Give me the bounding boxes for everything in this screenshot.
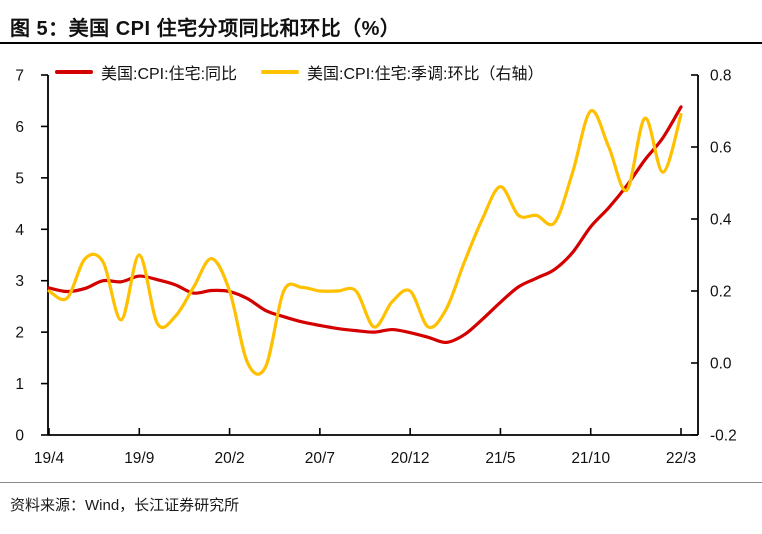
- x-tick-label: 19/4: [34, 450, 65, 467]
- y-right-tick-label: 0.0: [710, 356, 732, 373]
- x-tick-label: 20/2: [214, 450, 244, 467]
- y-left-tick-label: 6: [15, 119, 24, 136]
- title-divider: [0, 42, 762, 44]
- y-right-tick-label: 0.4: [710, 212, 732, 229]
- y-right-tick-label: 0.6: [710, 140, 732, 157]
- y-left-tick-label: 4: [15, 222, 24, 239]
- x-tick-label: 19/9: [124, 450, 154, 467]
- series-line-yoy: [47, 105, 683, 345]
- series-line-mom: [47, 109, 683, 376]
- source-note: 资料来源：Wind，长江证券研究所: [10, 497, 240, 514]
- y-right-tick-label: -0.2: [710, 428, 737, 445]
- y-right-tick-label: 0.8: [710, 68, 732, 85]
- x-tick-label: 20/7: [305, 450, 335, 467]
- footer-divider: [0, 482, 762, 483]
- x-tick-label: 20/12: [391, 450, 430, 467]
- legend-swatch-mom-line: [261, 70, 300, 74]
- x-tick-label: 22/3: [666, 450, 696, 467]
- legend-label-yoy: 美国:CPI:住宅:同比: [101, 66, 238, 83]
- y-left-tick-label: 5: [15, 170, 24, 187]
- y-left-tick-label: 3: [15, 273, 24, 290]
- y-right-tick-label: 0.2: [710, 284, 732, 301]
- legend-swatch-yoy-line: [55, 70, 93, 74]
- y-left-tick-label: 2: [15, 325, 24, 342]
- legend-label-mom: 美国:CPI:住宅:季调:环比（右轴）: [307, 66, 544, 83]
- chart-legend: 美国:CPI:住宅:同比 美国:CPI:住宅:季调:环比（右轴）: [55, 62, 567, 83]
- y-left-tick-label: 1: [15, 376, 24, 393]
- x-tick-label: 21/10: [571, 450, 610, 467]
- x-tick-label: 21/5: [485, 450, 515, 467]
- y-left-tick-label: 7: [15, 68, 24, 85]
- figure-title: 图 5：美国 CPI 住宅分项同比和环比（%）: [10, 18, 401, 40]
- y-left-tick-label: 0: [15, 428, 24, 445]
